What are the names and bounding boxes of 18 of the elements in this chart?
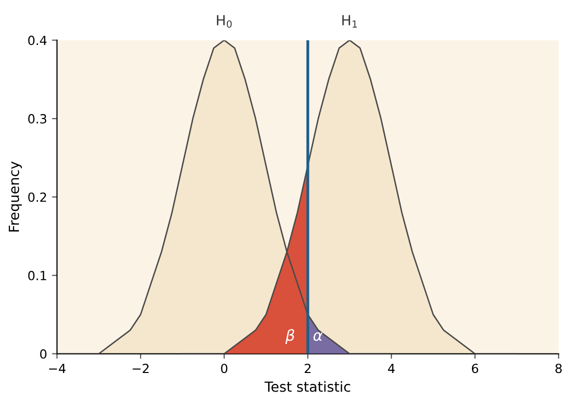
- x-tick-label: 4: [388, 364, 395, 373]
- x-tick-label: 2: [304, 364, 311, 373]
- series-label: H$_{0}$: [216, 15, 232, 28]
- x-tick-label: 0: [221, 364, 228, 374]
- y-tick-label: 0.4: [28, 36, 47, 46]
- annotation: α: [313, 332, 323, 341]
- y-tick-label: 0.2: [28, 192, 46, 202]
- x-tick-label: 6: [472, 364, 478, 374]
- y-tick-label: 0: [40, 349, 46, 359]
- y-tick-label: 0.1: [28, 270, 46, 280]
- x-tick-label: −2: [132, 364, 149, 373]
- series-label: H$_{1}$: [342, 15, 357, 28]
- y-axis-title: Frequency: [8, 162, 22, 232]
- x-axis-title: Test statistic: [264, 381, 350, 392]
- y-tick-label: 0.3: [28, 114, 46, 124]
- annotation: β: [285, 329, 294, 344]
- x-tick-label: 8: [555, 364, 562, 374]
- x-tick-label: −4: [49, 364, 66, 373]
